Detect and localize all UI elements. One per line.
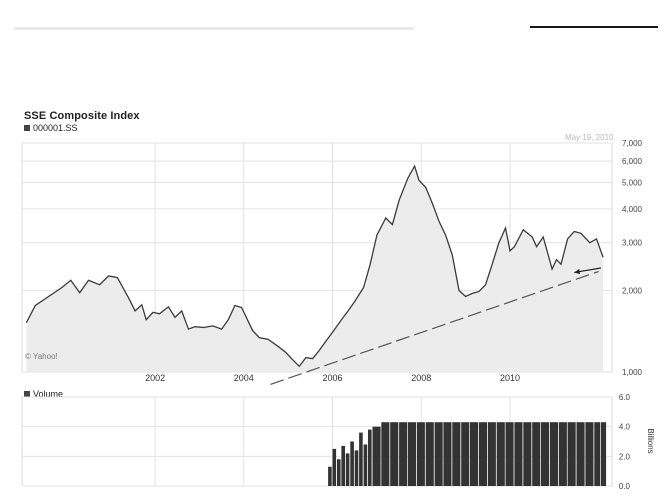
- volume-y-tick-label: 4.0: [619, 423, 631, 432]
- volume-bar: [514, 422, 523, 486]
- volume-bar: [567, 422, 576, 486]
- volume-bar: [332, 448, 337, 486]
- series-symbol: 000001.SS: [33, 123, 78, 133]
- price-line: [25, 164, 604, 368]
- annotation-arrowhead: [574, 268, 581, 275]
- volume-bar: [354, 450, 359, 486]
- volume-y-tick-label: 6.0: [619, 393, 631, 402]
- date-label: May 19, 2010: [565, 133, 614, 142]
- x-tick-label: 2002: [145, 373, 165, 383]
- volume-bar: [341, 445, 345, 486]
- scan-edge-left: [14, 27, 414, 30]
- price-y-tick-label: 5,000: [622, 179, 643, 188]
- volume-bar: [434, 422, 443, 486]
- volume-bar: [576, 422, 585, 486]
- volume-bar: [505, 422, 514, 486]
- volume-bar: [345, 453, 350, 486]
- volume-bar: [416, 422, 425, 486]
- volume-bar: [368, 429, 372, 486]
- volume-bar: [541, 422, 550, 486]
- volume-bar: [359, 432, 363, 486]
- volume-bar: [443, 422, 452, 486]
- chart-title: SSE Composite Index: [24, 110, 140, 122]
- volume-bar: [381, 422, 390, 486]
- price-y-tick-label: 6,000: [622, 157, 643, 166]
- price-y-tick-label: 4,000: [622, 205, 643, 214]
- volume-legend: Volume: [24, 389, 63, 399]
- volume-bar: [523, 422, 532, 486]
- price-y-tick-label: 3,000: [622, 239, 643, 248]
- volume-bar: [600, 422, 607, 486]
- volume-bar: [390, 422, 399, 486]
- series-legend: 000001.SS: [24, 123, 78, 133]
- volume-bar: [337, 459, 341, 486]
- x-tick-label: 2004: [234, 373, 254, 383]
- x-tick-label: 2010: [500, 373, 520, 383]
- price-y-tick-label: 7,000: [622, 139, 643, 148]
- volume-bar: [585, 422, 594, 486]
- x-tick-label: 2008: [411, 373, 431, 383]
- volume-bar: [558, 422, 567, 486]
- volume-unit-label: Billions: [646, 428, 655, 453]
- volume-bar: [478, 422, 487, 486]
- volume-bar: [399, 422, 408, 486]
- volume-y-tick-label: 2.0: [619, 452, 631, 461]
- volume-bar: [350, 441, 354, 486]
- volume-bar: [363, 444, 368, 486]
- volume-bar: [532, 422, 541, 486]
- volume-bar: [461, 422, 470, 486]
- volume-y-tick-label: 0.0: [619, 482, 631, 491]
- series-swatch: [24, 125, 30, 131]
- price-area: [26, 166, 604, 372]
- price-y-tick-label: 2,000: [622, 286, 643, 295]
- x-tick-label: 2006: [323, 373, 343, 383]
- yahoo-watermark: © Yahoo!: [25, 352, 58, 361]
- volume-legend-label: Volume: [33, 389, 64, 399]
- volume-bar: [452, 422, 461, 486]
- price-y-tick-label: 1,000: [622, 368, 643, 377]
- volume-swatch: [24, 391, 30, 397]
- trend-line: [270, 270, 599, 385]
- volume-bar: [496, 422, 505, 486]
- volume-bar: [372, 426, 381, 486]
- volume-bar: [407, 422, 416, 486]
- scan-edge-right: [530, 26, 658, 28]
- volume-bar: [549, 422, 558, 486]
- volume-bar: [328, 466, 332, 486]
- volume-bar: [470, 422, 479, 486]
- volume-bar: [594, 422, 601, 486]
- volume-bar: [425, 422, 434, 486]
- volume-bar: [487, 422, 496, 486]
